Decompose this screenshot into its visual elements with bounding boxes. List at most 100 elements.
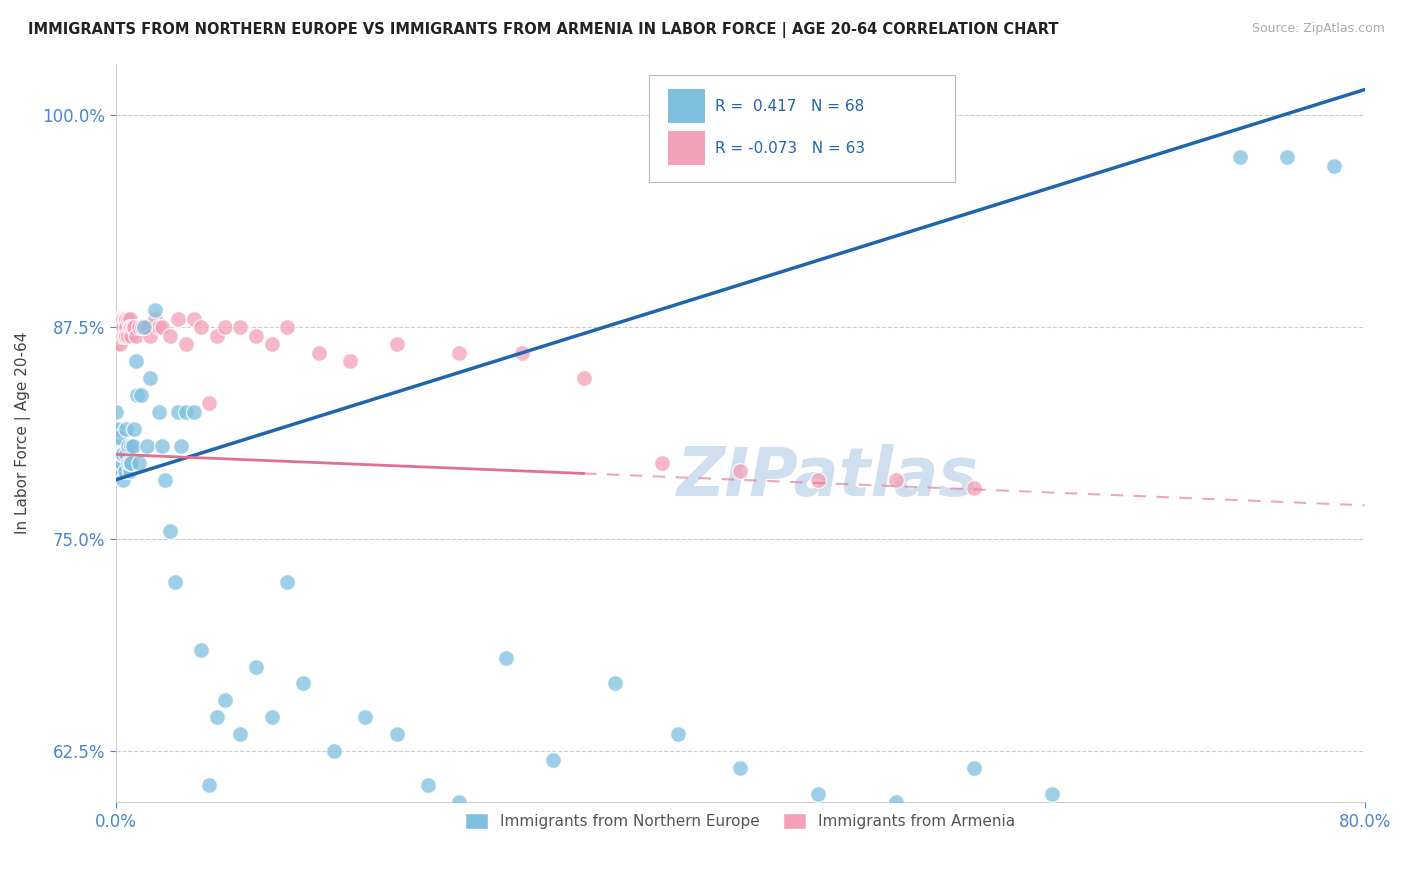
Point <box>174 405 197 419</box>
Text: R = -0.073   N = 63: R = -0.073 N = 63 <box>716 141 865 156</box>
Point <box>105 447 128 461</box>
Point <box>170 439 193 453</box>
Point <box>115 311 138 326</box>
Point <box>128 456 150 470</box>
Point <box>159 524 181 538</box>
Point <box>190 320 212 334</box>
Point <box>886 795 908 809</box>
Point <box>135 320 157 334</box>
Point <box>385 727 408 741</box>
Point <box>105 328 128 343</box>
Point <box>354 710 377 724</box>
Point <box>117 456 139 470</box>
Point <box>174 337 197 351</box>
Point <box>132 320 155 334</box>
Point <box>108 447 131 461</box>
Point <box>118 456 141 470</box>
Point <box>120 439 142 453</box>
Bar <box>668 89 706 123</box>
Point <box>728 464 751 478</box>
Point <box>1275 150 1298 164</box>
Point <box>104 337 127 351</box>
Point <box>104 320 127 334</box>
Point <box>122 422 145 436</box>
Point <box>107 320 129 334</box>
Point <box>1119 821 1142 835</box>
Point <box>105 311 128 326</box>
Point <box>135 439 157 453</box>
Point <box>104 405 127 419</box>
Point <box>159 328 181 343</box>
Point <box>148 405 170 419</box>
Point <box>651 456 673 470</box>
Point <box>112 447 135 461</box>
Point <box>107 430 129 444</box>
Point <box>150 320 173 334</box>
Point <box>229 727 252 741</box>
Point <box>205 328 228 343</box>
Point <box>308 345 330 359</box>
Text: IMMIGRANTS FROM NORTHERN EUROPE VS IMMIGRANTS FROM ARMENIA IN LABOR FORCE | AGE : IMMIGRANTS FROM NORTHERN EUROPE VS IMMIG… <box>28 22 1059 38</box>
Point <box>605 676 627 690</box>
Point <box>807 787 830 801</box>
Point <box>963 481 986 495</box>
Point <box>260 710 283 724</box>
Point <box>114 311 136 326</box>
Point <box>107 456 129 470</box>
Point <box>118 320 141 334</box>
Point <box>143 303 166 318</box>
Point <box>117 311 139 326</box>
Point <box>245 659 267 673</box>
Point <box>127 388 149 402</box>
Point <box>1042 787 1064 801</box>
Text: Source: ZipAtlas.com: Source: ZipAtlas.com <box>1251 22 1385 36</box>
Point <box>118 311 141 326</box>
Point <box>114 464 136 478</box>
Point <box>105 422 128 436</box>
Point <box>117 439 139 453</box>
Point <box>323 744 346 758</box>
Y-axis label: In Labor Force | Age 20-64: In Labor Force | Age 20-64 <box>15 332 31 534</box>
Point <box>1229 150 1251 164</box>
Point <box>118 464 141 478</box>
Point <box>807 473 830 487</box>
Text: R =  0.417   N = 68: R = 0.417 N = 68 <box>716 99 865 113</box>
Point <box>1322 159 1344 173</box>
Point <box>112 320 135 334</box>
Point <box>728 761 751 775</box>
Point <box>104 328 127 343</box>
Point <box>112 473 135 487</box>
Point <box>139 371 162 385</box>
Point <box>121 320 143 334</box>
Point <box>198 778 221 792</box>
Point <box>139 328 162 343</box>
Point <box>117 328 139 343</box>
Point <box>129 388 152 402</box>
Point <box>205 710 228 724</box>
Point <box>115 320 138 334</box>
Point <box>111 320 134 334</box>
Point <box>115 422 138 436</box>
Point <box>245 328 267 343</box>
Point <box>108 464 131 478</box>
Legend: Immigrants from Northern Europe, Immigrants from Armenia: Immigrants from Northern Europe, Immigra… <box>458 807 1021 835</box>
Point <box>416 778 439 792</box>
Point <box>120 456 142 470</box>
Text: ZIPatlas: ZIPatlas <box>676 444 979 510</box>
Point <box>125 354 148 368</box>
Point <box>143 311 166 326</box>
Point <box>190 642 212 657</box>
Point <box>163 574 186 589</box>
Point <box>108 337 131 351</box>
Point <box>214 320 236 334</box>
Point <box>339 354 361 368</box>
Point <box>495 651 517 665</box>
Point <box>276 574 298 589</box>
Point <box>229 320 252 334</box>
Point <box>115 328 138 343</box>
Point <box>214 693 236 707</box>
Point <box>148 320 170 334</box>
Point <box>111 456 134 470</box>
Point <box>167 405 190 419</box>
Point <box>963 761 986 775</box>
